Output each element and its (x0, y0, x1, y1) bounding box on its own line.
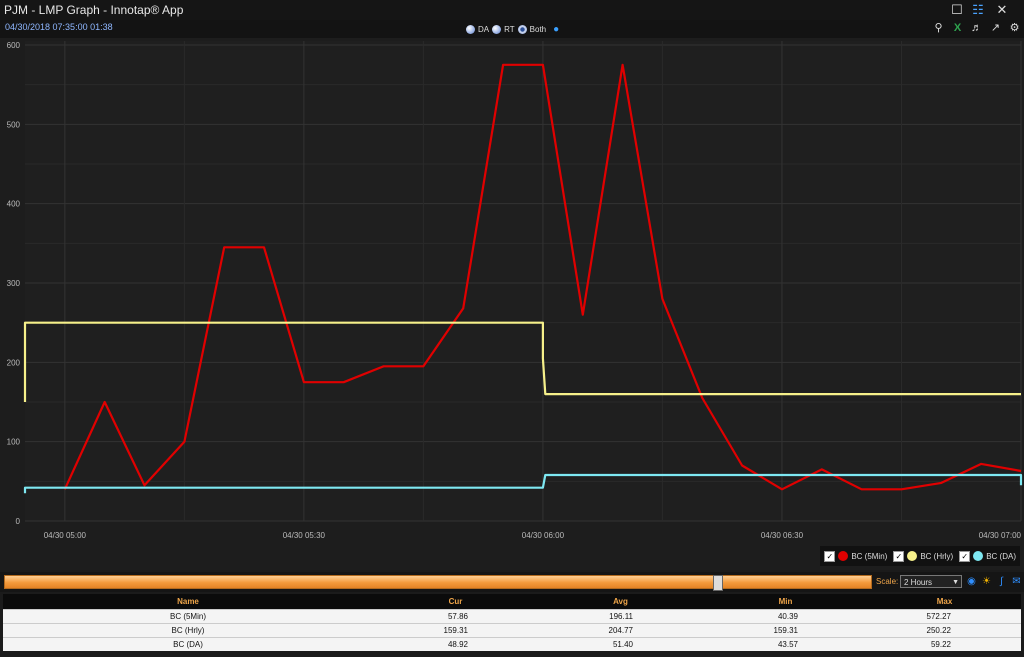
col-header-name: Name (177, 597, 199, 606)
legend-dot-hrly (907, 551, 918, 561)
title-bar: PJM - LMP Graph - Innotap® App ☐ ☷ ✕ (0, 0, 1024, 21)
row-name: BC (DA) (173, 640, 203, 649)
y-tick-label: 200 (7, 358, 21, 367)
legend-checkbox-5min[interactable]: ✓ (824, 550, 836, 562)
row-max: 250.22 (926, 626, 951, 635)
location-pin-icon[interactable]: ● (553, 23, 560, 35)
legend-label-da: BC (DA) (986, 551, 1016, 561)
legend-checkbox-da[interactable]: ✓ (959, 550, 971, 562)
gear-icon[interactable]: ⚙ (1009, 22, 1020, 34)
legend-label-5min: BC (5Min) (851, 551, 888, 561)
lmp-chart[interactable]: 0 100 200 300 400 500 600 04/30 05:00 04/30 05:3… (0, 38, 1024, 570)
table-row[interactable]: BC (5Min) 57.86 196.11 40.39 572.27 (3, 609, 1021, 623)
row-min: 43.57 (777, 640, 798, 649)
table-header: Name Cur Avg Min Max (3, 594, 1021, 609)
row-min: 159.31 (773, 626, 798, 635)
row-name: BC (Hrly) (171, 626, 205, 635)
y-tick-label: 500 (7, 120, 21, 129)
y-tick-label: 400 (7, 200, 21, 209)
lmp-chart-area[interactable]: 0 100 200 300 400 500 600 04/30 05:00 04/30 05:3… (0, 38, 1024, 570)
time-scroll-row: Scale: 2 Hours ▼ ◉ ☀ ∫ ✉ (0, 572, 1024, 592)
row-name: BC (5Min) (169, 612, 206, 621)
legend-dot-da (973, 551, 984, 561)
table-row[interactable]: BC (DA) 48.92 51.40 43.57 59.22 (3, 637, 1021, 651)
x-tick-label: 04/30 06:00 (522, 531, 565, 540)
search-icon[interactable]: ⚲ (934, 22, 943, 34)
email-icon[interactable]: ✉ (1012, 576, 1021, 587)
row-cur: 48.92 (447, 640, 468, 649)
speaker-icon[interactable]: ♬ (971, 22, 982, 34)
y-tick-label: 600 (7, 41, 21, 50)
scale-select[interactable]: 2 Hours ▼ (900, 575, 962, 588)
legend-item-da[interactable]: ✓ BC (DA) (959, 550, 1016, 562)
radio-rt-label: RT (504, 24, 515, 34)
row-avg: 204.77 (608, 626, 633, 635)
eye-icon[interactable]: ◉ (967, 576, 976, 587)
curve-icon[interactable]: ∫ (1000, 576, 1003, 587)
radio-both-label: Both (529, 24, 547, 34)
export-icon[interactable]: ↗ (990, 22, 1001, 34)
row-cur: 57.86 (447, 612, 468, 621)
row-min: 40.39 (777, 612, 798, 621)
row-max: 59.22 (930, 640, 951, 649)
row-avg: 196.11 (609, 612, 633, 621)
layout-button[interactable]: ☷ (972, 2, 984, 17)
row-avg: 51.40 (612, 640, 633, 649)
col-header-cur: Cur (448, 597, 463, 606)
legend-item-hrly[interactable]: ✓ BC (Hrly) (893, 550, 954, 562)
excel-icon[interactable]: X (953, 22, 962, 34)
row-max: 572.27 (926, 612, 951, 621)
radio-both[interactable] (517, 24, 527, 34)
legend-checkbox-hrly[interactable]: ✓ (893, 550, 905, 562)
series-line-0 (63, 63, 1022, 491)
col-header-max: Max (936, 597, 953, 606)
close-button[interactable]: ✕ (996, 2, 1008, 17)
table-row[interactable]: BC (Hrly) 159.31 204.77 159.31 250.22 (3, 623, 1021, 637)
plot-background (25, 41, 1021, 521)
scale-label: Scale: (876, 577, 899, 586)
chevron-down-icon: ▼ (952, 579, 959, 586)
window-title: PJM - LMP Graph - Innotap® App (4, 3, 184, 17)
market-radio-group: DA RT Both ● (466, 22, 559, 36)
radio-rt[interactable] (492, 24, 502, 34)
x-tick-label: 04/30 05:00 (44, 531, 87, 540)
chart-legend: ✓ BC (5Min) ✓ BC (Hrly) ✓ BC (DA) (820, 546, 1020, 566)
time-scrollbar[interactable] (4, 575, 872, 591)
sun-icon[interactable]: ☀ (982, 576, 991, 587)
radio-da-label: DA (478, 24, 490, 34)
radio-da[interactable] (466, 24, 475, 34)
legend-item-5min[interactable]: ✓ BC (5Min) (824, 550, 888, 562)
toolbar: 04/30/2018 07:35:00 01:38 DA RT Both ● ⚲… (0, 20, 1024, 38)
series-line-2 (23, 473, 1023, 494)
row-cur: 159.31 (443, 626, 468, 635)
summary-table: Name Cur Avg Min Max BC (5Min) 57.86 196… (3, 594, 1021, 651)
maximize-button[interactable]: ☐ (951, 2, 963, 17)
legend-label-hrly: BC (Hrly) (920, 551, 954, 561)
col-header-avg: Avg (613, 597, 628, 606)
series-line-1 (23, 321, 1021, 402)
time-scroll-thumb[interactable] (713, 575, 723, 591)
y-tick-label: 0 (16, 517, 21, 526)
y-tick-label: 300 (7, 279, 21, 288)
x-tick-label: 04/30 07:00 (979, 531, 1022, 540)
timestamp: 04/30/2018 07:35:00 01:38 (5, 22, 113, 32)
legend-dot-5min (838, 551, 849, 561)
x-tick-label: 04/30 06:30 (761, 531, 804, 540)
col-header-min: Min (778, 597, 793, 606)
x-tick-label: 04/30 05:30 (283, 531, 326, 540)
scale-select-value: 2 Hours (904, 578, 933, 587)
y-tick-label: 100 (7, 438, 21, 447)
